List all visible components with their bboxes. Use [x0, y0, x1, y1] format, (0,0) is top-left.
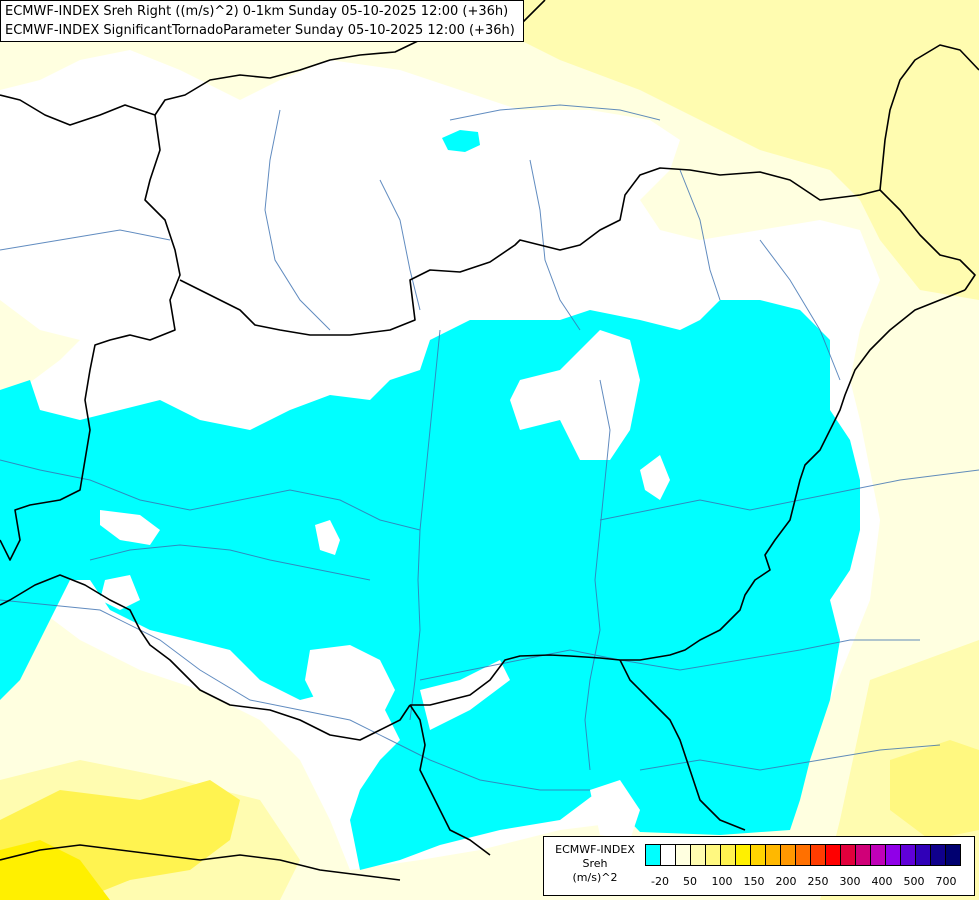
- legend-model: ECMWF-INDEX: [555, 843, 635, 856]
- legend-swatch: [765, 844, 781, 866]
- yellow-field-north: [520, 0, 979, 300]
- legend-tick-label: 50: [683, 875, 697, 888]
- legend-swatch: [735, 844, 751, 866]
- legend-swatch: [720, 844, 736, 866]
- legend-swatch: [900, 844, 916, 866]
- map-title-box: ECMWF-INDEX Sreh Right ((m/s)^2) 0-1km S…: [0, 0, 524, 42]
- legend-swatch: [705, 844, 721, 866]
- white-hole-east: [640, 455, 670, 500]
- rivers: [0, 104, 979, 791]
- legend-swatch: [870, 844, 886, 866]
- country-borders: [0, 0, 979, 881]
- legend-swatch: [885, 844, 901, 866]
- legend-swatch: [825, 844, 841, 866]
- legend-swatch: [810, 844, 826, 866]
- white-hole-west-2: [315, 520, 340, 555]
- legend-tick-label: 300: [839, 875, 861, 888]
- legend-color-scale: [645, 844, 961, 866]
- white-hole-west-3: [100, 575, 140, 610]
- legend-swatch: [675, 844, 691, 866]
- yellow-field-east-strong: [890, 740, 979, 840]
- title-line-1: ECMWF-INDEX Sreh Right ((m/s)^2) 0-1km S…: [5, 4, 509, 19]
- legend-swatch: [780, 844, 796, 866]
- legend-swatch: [840, 844, 856, 866]
- legend-tick-label: 500: [903, 875, 925, 888]
- cyan-field-main: [0, 300, 860, 870]
- color-legend: ECMWF-INDEX Sreh (m/s)^2 -20 50 100 150 200 2…: [543, 836, 975, 896]
- white-hole-south-2: [420, 660, 510, 730]
- white-hole-southeast: [590, 780, 640, 840]
- legend-tick-label: -20: [651, 875, 669, 888]
- legend-ticks: -20 50 100 150 200 250 300 400 500 700: [645, 875, 965, 889]
- legend-swatch: [930, 844, 946, 866]
- legend-tick-label: 400: [871, 875, 893, 888]
- legend-swatch: [915, 844, 931, 866]
- legend-tick-label: 200: [775, 875, 797, 888]
- white-hole-center: [510, 330, 640, 460]
- legend-tick-label: 700: [935, 875, 957, 888]
- legend-swatch: [855, 844, 871, 866]
- legend-param: Sreh: [582, 857, 608, 870]
- white-hole-west-1: [100, 510, 160, 545]
- legend-tick-label: 250: [807, 875, 829, 888]
- legend-unit: (m/s)^2: [572, 871, 618, 884]
- yellow-field-southwest-core: [0, 840, 110, 900]
- legend-swatch: [660, 844, 676, 866]
- legend-label: ECMWF-INDEX Sreh (m/s)^2: [548, 843, 642, 885]
- legend-swatch: [750, 844, 766, 866]
- legend-tick-label: 100: [711, 875, 733, 888]
- legend-tick-label: 150: [743, 875, 765, 888]
- legend-swatch: [645, 844, 661, 866]
- cyan-patch-north: [442, 130, 480, 152]
- legend-swatch: [690, 844, 706, 866]
- legend-swatch: [945, 844, 961, 866]
- legend-swatch: [795, 844, 811, 866]
- white-hole-south: [305, 645, 395, 730]
- title-line-2: ECMWF-INDEX SignificantTornadoParameter …: [5, 23, 515, 38]
